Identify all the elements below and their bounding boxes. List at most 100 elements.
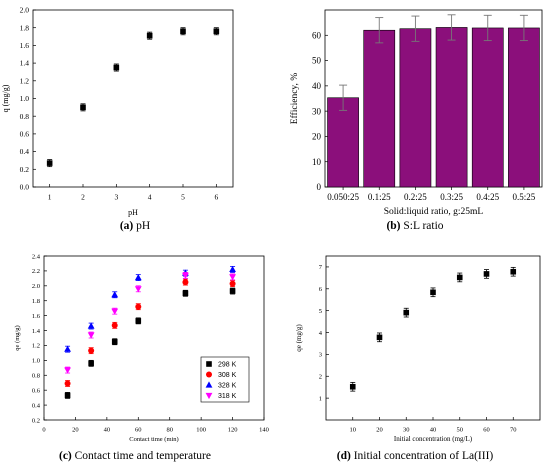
plot-frame-b (324, 9, 543, 188)
data-point-c-298K (229, 288, 236, 294)
y-tick-label-b: 30 (312, 106, 322, 116)
y-tick-label-d: 2 (319, 374, 322, 381)
y-tick-label-c: 2.0 (32, 283, 40, 290)
y-tick-label-a: 1.6 (20, 41, 30, 50)
data-point-c-318K (111, 308, 119, 315)
y-tick-label-b: 20 (312, 132, 322, 142)
y-tick-label-a: 0.8 (20, 112, 30, 121)
data-point-a (146, 32, 153, 39)
x-tick-label-a: 3 (114, 193, 118, 202)
x-tick-label-c: 20 (72, 427, 79, 434)
caption-a-text: pH (133, 220, 151, 232)
y-tick-label-c: 1.0 (32, 358, 40, 365)
data-point-a (46, 160, 53, 166)
bar-0.5:25 (508, 27, 540, 188)
bar-0.4:25 (471, 27, 504, 188)
y-tick-label-a: 2.0 (20, 6, 30, 15)
data-point-c-318K (182, 272, 189, 279)
y-tick-label-c: 1.6 (32, 313, 41, 320)
caption-a: (a) pH (0, 220, 270, 232)
plot-frame-a (32, 9, 234, 188)
data-point-c-308K (229, 280, 236, 287)
y-tick-label-c: 1.4 (32, 328, 41, 335)
y-tick-label-a: 0.0 (20, 183, 30, 192)
x-tick-label-b: 0.2:25 (404, 192, 427, 202)
y-tick-label-a: 1.4 (20, 59, 30, 68)
x-tick-label-c: 40 (104, 427, 111, 434)
legend-label-318K: 318 K (218, 393, 237, 400)
y-tick-label-b: 0 (317, 182, 322, 192)
x-tick-label-d: 20 (376, 427, 383, 434)
y-tick-label-d: 5 (319, 308, 322, 315)
y-tick-label-b: 50 (312, 56, 322, 66)
x-tick-label-a: 4 (148, 193, 152, 202)
y-tick-label-c: 0.6 (32, 387, 41, 394)
y-axis-label-c: qe (mg/g) (14, 325, 21, 350)
y-tick-label-a: 1.8 (20, 23, 30, 32)
y-tick-label-c: 0.4 (32, 402, 41, 409)
x-tick-label-d: 70 (510, 427, 517, 434)
y-tick-label-b: 40 (312, 81, 322, 91)
data-point-c-328K (87, 322, 95, 329)
caption-d: (d) Initial concentration of La(III) (280, 450, 550, 462)
data-point-c-308K (135, 303, 142, 310)
data-point-c-298K (182, 290, 189, 297)
y-tick-label-c: 0.2 (32, 417, 40, 424)
data-point-c-318K (64, 367, 71, 374)
data-point-c-298K (135, 318, 142, 324)
caption-d-text: Initial concentration of La(III) (350, 450, 494, 462)
caption-b: (b) S:L ratio (280, 220, 550, 232)
y-tick-label-b: 60 (312, 30, 322, 40)
y-tick-label-d: 1 (319, 395, 322, 402)
bar-0.2:25 (399, 28, 432, 188)
data-point-c-308K (182, 279, 189, 286)
y-tick-label-d: 4 (319, 330, 323, 337)
x-tick-label-b: 0.4:25 (476, 192, 499, 202)
data-point-c-328K (134, 274, 142, 281)
caption-c: (c) Contact time and temperature (0, 450, 270, 462)
plot-frame-d (325, 255, 541, 421)
y-tick-label-c: 1.2 (32, 343, 40, 350)
y-tick-label-c: 0.8 (32, 373, 40, 380)
caption-c-text: Contact time and temperature (71, 450, 211, 462)
data-point-c-328K (111, 291, 119, 298)
data-point-c-298K (88, 360, 94, 367)
y-tick-label-c: 2.4 (32, 253, 41, 260)
x-tick-label-b: 0.3:25 (440, 192, 463, 202)
data-point-c-308K (64, 380, 71, 387)
caption-c-letter: (c) (59, 450, 72, 462)
caption-d-letter: (d) (336, 450, 351, 462)
y-tick-label-d: 6 (319, 286, 323, 293)
data-point-c-298K (111, 338, 118, 345)
data-point-d (376, 334, 383, 341)
y-tick-label-b: 10 (312, 157, 322, 167)
data-point-c-318K (134, 286, 142, 293)
data-point-c-318K (229, 274, 236, 281)
x-tick-label-d: 50 (457, 427, 464, 434)
legend-marker-298K (206, 361, 212, 367)
bar-0.1:25 (363, 29, 396, 188)
data-point-d (430, 289, 436, 296)
y-tick-label-a: 1.2 (20, 76, 30, 85)
data-point-d (483, 271, 490, 277)
legend-label-298K: 298 K (218, 362, 237, 369)
x-tick-label-d: 30 (403, 427, 410, 434)
x-tick-label-c: 80 (166, 427, 173, 434)
caption-b-text: S:L ratio (400, 220, 444, 232)
x-tick-label-b: 0.1:25 (368, 192, 391, 202)
x-tick-label-c: 0 (42, 427, 45, 434)
data-point-d (349, 383, 356, 390)
x-tick-label-a: 1 (48, 193, 52, 202)
data-point-d (510, 268, 517, 275)
x-axis-label-c: Contact time (min) (129, 436, 178, 443)
caption-b-letter: (b) (386, 220, 401, 232)
bar-0.050:25 (327, 97, 359, 188)
x-tick-label-d: 40 (430, 427, 437, 434)
x-axis-label-d: Initial concentration (mg/L) (394, 435, 473, 443)
data-point-a (113, 64, 120, 71)
plot-frame-c (43, 255, 265, 421)
y-tick-label-c: 1.8 (32, 298, 40, 305)
data-point-d (456, 274, 463, 281)
x-tick-label-d: 60 (483, 427, 490, 434)
